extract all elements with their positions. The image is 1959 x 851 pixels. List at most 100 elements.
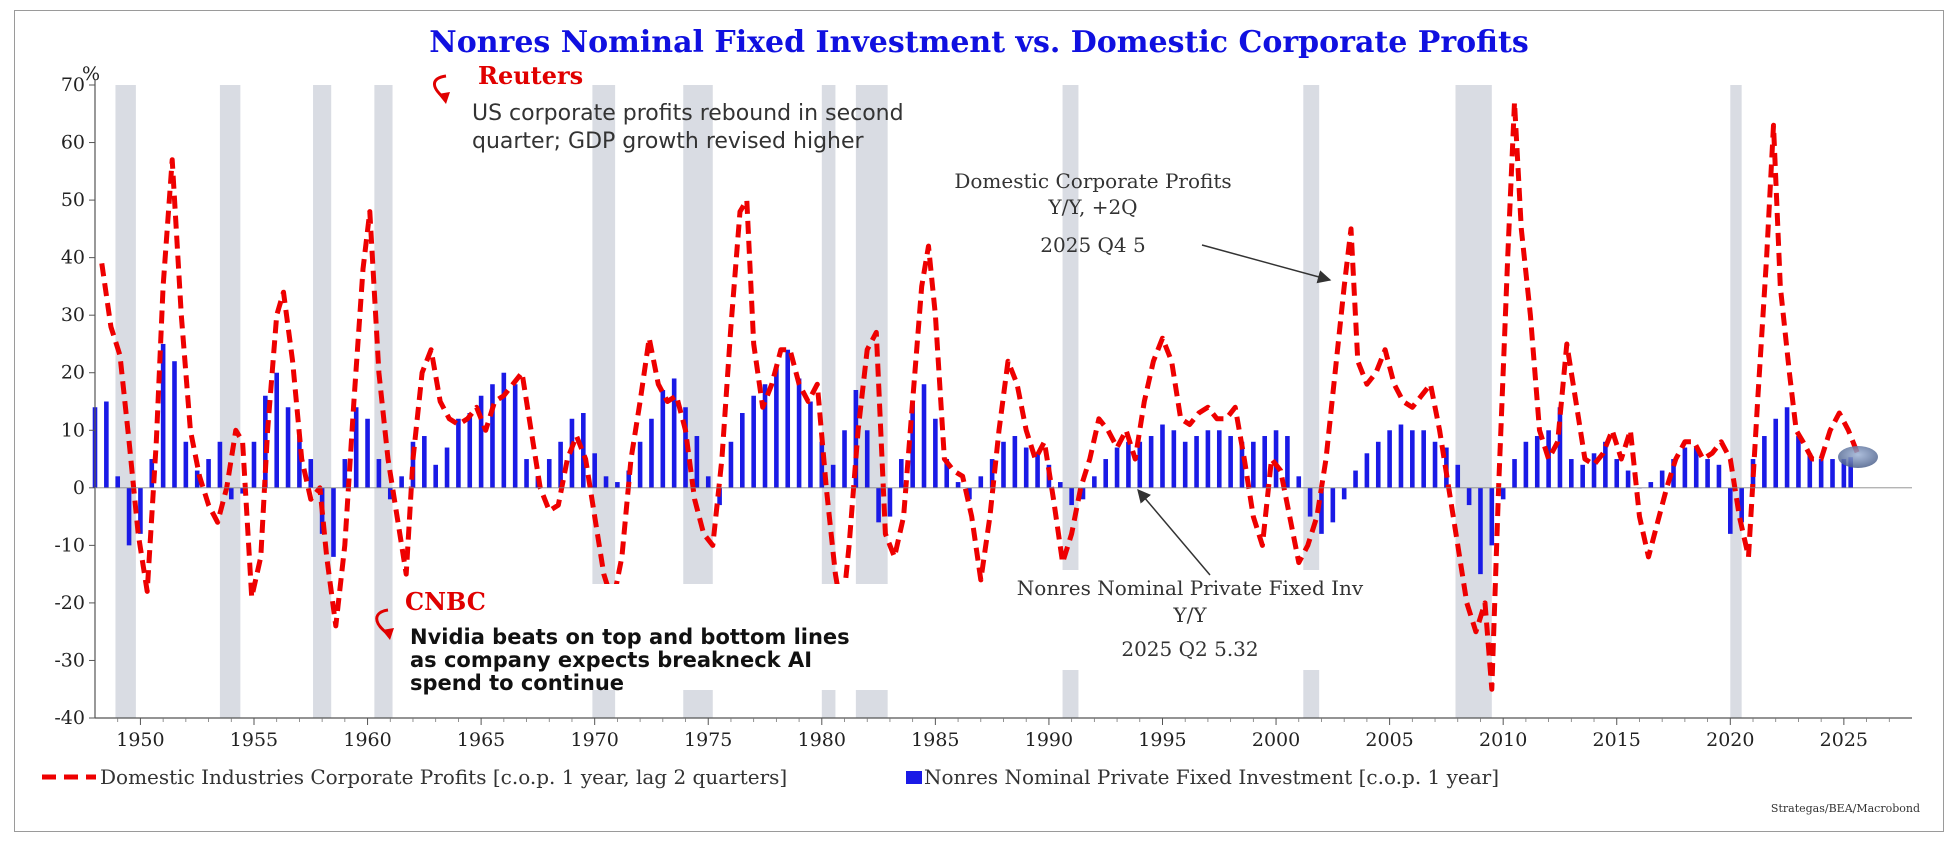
investment-bar	[1830, 459, 1835, 488]
investment-bar	[978, 476, 984, 488]
investment-bar	[1705, 459, 1710, 488]
investment-bar	[1194, 436, 1199, 488]
investment-bar	[1182, 441, 1188, 488]
investment-bar	[1205, 430, 1211, 488]
investment-bar	[1364, 453, 1370, 488]
investment-bar	[1580, 464, 1585, 488]
cnbc-headline-line2: as company expects breakneck AI	[410, 648, 812, 672]
investment-bar	[546, 459, 552, 488]
x-tick-label: 2025	[1820, 729, 1868, 751]
investment-bar	[762, 384, 768, 488]
investment-bar	[1069, 487, 1074, 506]
investment-bar	[626, 470, 632, 488]
investment-bar	[1557, 407, 1563, 488]
investment-bar	[353, 407, 359, 488]
cnbc-headline-line1: Nvidia beats on top and bottom lines	[410, 625, 850, 649]
investment-bar	[365, 418, 370, 488]
investment-bar	[478, 395, 484, 488]
recession-band-9	[1303, 85, 1320, 718]
profits-series-line	[99, 99, 1860, 692]
investment-bar	[967, 487, 972, 500]
investment-bar	[1728, 487, 1733, 534]
investment-bar	[1432, 441, 1438, 488]
investment-bar	[740, 413, 745, 488]
investment-bar	[1023, 447, 1029, 488]
investment-bar	[172, 361, 177, 488]
investment-bar	[1739, 487, 1744, 523]
investment-bar	[285, 407, 291, 488]
investment-bar	[1137, 441, 1143, 488]
investment-bar	[1682, 447, 1688, 488]
y-tick-label: -20	[54, 592, 85, 614]
recession-band-1	[219, 85, 241, 718]
profits-annotation-line1: Domestic Corporate Profits	[954, 169, 1231, 193]
investment-bar	[955, 482, 961, 488]
investment-bar	[1591, 453, 1597, 488]
investment-bar	[1546, 430, 1551, 488]
legend-profits-label: Domestic Industries Corporate Profits [c…	[100, 765, 787, 789]
investment-bar	[206, 459, 211, 488]
investment-bar	[944, 459, 950, 488]
investment-bar	[705, 476, 711, 488]
y-tick-label: -40	[54, 707, 85, 729]
investment-bar	[467, 413, 473, 488]
investment-bar	[217, 441, 223, 488]
investment-bar	[1410, 430, 1415, 488]
investment-bar	[910, 401, 915, 488]
investment-bar	[1330, 487, 1336, 523]
investment-bar	[1092, 476, 1097, 488]
investment-bar	[308, 459, 314, 488]
investment-bar	[1239, 441, 1245, 488]
investment-bar	[331, 487, 336, 557]
investment-bar	[1455, 464, 1461, 488]
invest-annotation-value: 2025 Q2 5.32	[1121, 637, 1258, 661]
investment-bar	[456, 418, 461, 488]
legend-investment-label: Nonres Nominal Private Fixed Investment …	[924, 765, 1499, 789]
investment-bar	[1625, 470, 1631, 488]
investment-bar	[1375, 441, 1381, 488]
investment-bar	[933, 418, 938, 488]
investment-bar	[1057, 482, 1063, 488]
investment-bar	[649, 418, 654, 488]
x-tick-label: 2015	[1593, 729, 1641, 751]
investment-bar	[376, 459, 382, 488]
investment-bar	[1818, 459, 1824, 488]
chart-title: Nonres Nominal Fixed Investment vs. Dome…	[429, 25, 1528, 60]
investment-bar	[115, 476, 121, 488]
investment-bar	[898, 459, 904, 488]
investment-bar	[1478, 487, 1483, 575]
investment-bar	[1103, 459, 1109, 488]
recession-band-11	[1730, 85, 1742, 718]
investment-bar	[1001, 441, 1006, 488]
investment-bar	[876, 487, 881, 523]
investment-bar	[1228, 436, 1233, 488]
profits-annotation-arrow-icon	[1201, 244, 1332, 284]
chart-frame	[14, 10, 1944, 832]
investment-bar	[1307, 487, 1313, 517]
investment-bar	[921, 384, 927, 488]
investment-bar	[1841, 459, 1847, 488]
investment-bar	[842, 430, 847, 488]
investment-bar	[524, 459, 529, 488]
x-tick-label: 1985	[911, 729, 959, 751]
reuters-arrowhead-icon	[438, 92, 450, 104]
investment-bar	[1762, 436, 1767, 488]
x-tick-label: 1995	[1138, 729, 1186, 751]
x-tick-label: 1955	[230, 729, 278, 751]
x-tick-label: 2010	[1479, 729, 1527, 751]
investment-bar	[1160, 424, 1165, 488]
investment-bar	[1648, 482, 1654, 488]
x-tick-label: 2020	[1706, 729, 1754, 751]
investment-bar	[444, 447, 450, 488]
source-note: Strategas/BEA/Macrobond	[1771, 802, 1920, 815]
cnbc-backdrop	[402, 584, 942, 690]
cnbc-source: CNBC	[405, 587, 486, 616]
investment-bar	[1659, 470, 1665, 488]
investment-bar	[1296, 476, 1302, 488]
reuters-headline-line1: US corporate profits rebound in second	[472, 101, 904, 126]
investment-bar	[490, 384, 495, 488]
investment-bar	[660, 389, 666, 488]
x-tick-label: 1965	[457, 729, 505, 751]
investment-bar	[1523, 441, 1529, 488]
